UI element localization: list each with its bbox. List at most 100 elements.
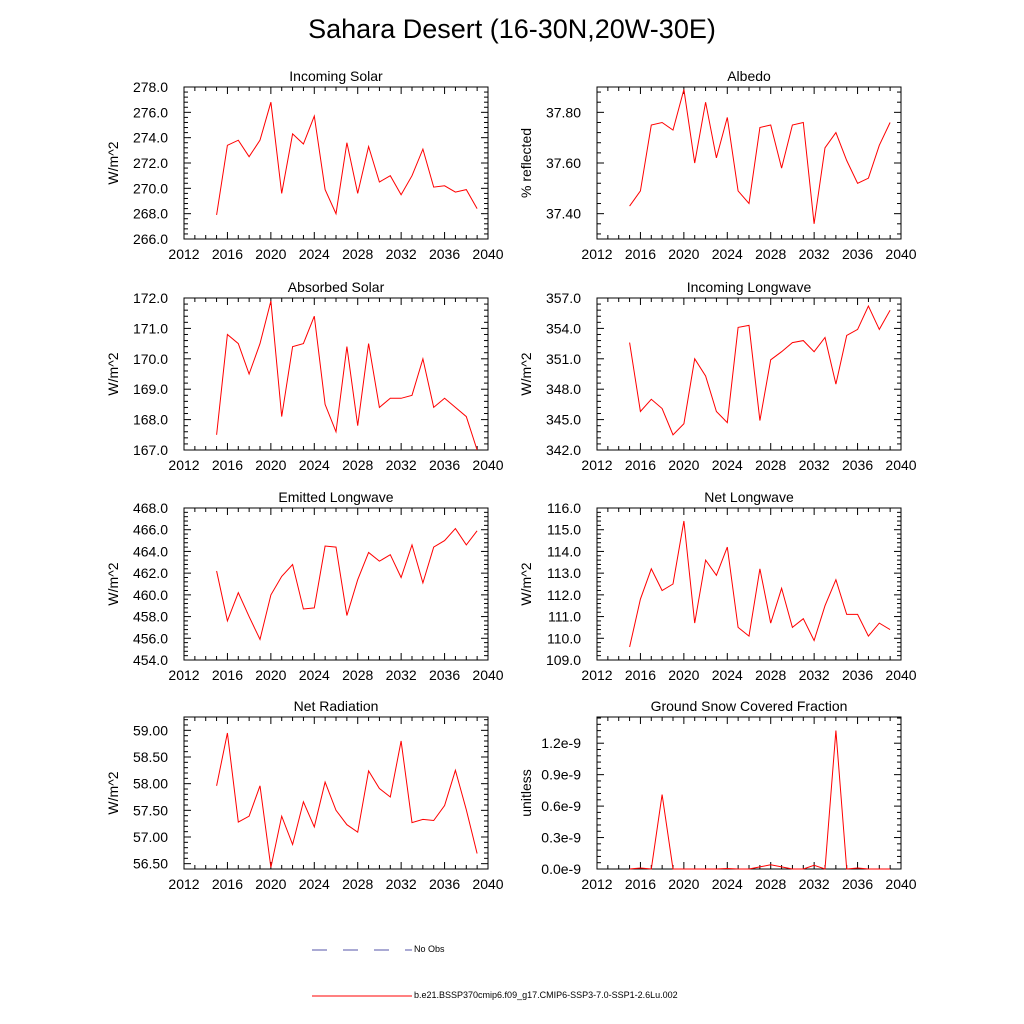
y-tick-label: 464.0 [133, 543, 168, 559]
y-tick-label: 466.0 [133, 522, 168, 538]
x-tick-label: 2024 [712, 457, 743, 473]
y-tick-label: 272.0 [133, 155, 168, 171]
y-tick-label: 345.0 [546, 412, 581, 428]
y-tick-label: 168.0 [133, 412, 168, 428]
x-tick-label: 2012 [168, 876, 199, 892]
y-axis-label: W/m^2 [105, 141, 121, 184]
panel-title: Albedo [727, 68, 771, 84]
y-tick-label: 112.0 [547, 587, 581, 603]
plot-frame [183, 86, 489, 240]
x-tick-label: 2040 [472, 246, 503, 262]
y-tick-label: 276.0 [133, 104, 168, 120]
plot-frame [596, 86, 902, 240]
x-tick-label: 2020 [255, 246, 286, 262]
panel-4: Incoming Longwave W/m^2 2012 2016 2020 2024 20… [518, 279, 917, 473]
y-tick-label: 342.0 [546, 442, 581, 458]
y-tick-label: 115.0 [547, 522, 581, 538]
y-axis-label: W/m^2 [105, 771, 121, 814]
series-line [216, 732, 478, 868]
y-tick-label: 116.0 [547, 500, 581, 516]
y-axis-label: unitless [518, 769, 534, 816]
y-tick-label: 266.0 [133, 231, 168, 247]
y-tick-label: 37.40 [546, 206, 581, 222]
y-tick-label: 456.0 [133, 630, 168, 646]
x-tick-label: 2012 [168, 667, 199, 683]
y-tick-label: 110.0 [547, 630, 581, 646]
x-tick-label: 2016 [625, 667, 656, 683]
series-line [216, 102, 478, 216]
panel-2: Albedo % reflected 2012 2016 2020 2024 2028 203… [518, 68, 917, 262]
x-tick-label: 2016 [212, 667, 243, 683]
panel-title: Ground Snow Covered Fraction [651, 698, 848, 714]
x-tick-label: 2028 [755, 457, 786, 473]
x-tick-label: 2016 [625, 246, 656, 262]
panel-title: Incoming Solar [289, 68, 383, 84]
y-tick-label: 460.0 [133, 587, 168, 603]
y-axis-label: W/m^2 [105, 562, 121, 605]
y-tick-label: 274.0 [133, 130, 168, 146]
x-tick-label: 2024 [712, 246, 743, 262]
y-tick-label: 56.50 [133, 856, 168, 872]
plot-frame [596, 297, 902, 451]
x-tick-label: 2040 [472, 457, 503, 473]
y-tick-label: 0.9e-9 [541, 767, 581, 783]
x-tick-label: 2036 [429, 667, 460, 683]
y-axis-label: % reflected [518, 128, 534, 198]
y-tick-label: 454.0 [133, 652, 168, 668]
y-tick-label: 468.0 [133, 500, 168, 516]
y-axis-label: W/m^2 [105, 352, 121, 395]
legend-model-label: b.e21.BSSP370cmip6.f09_g17.CMIP6-SSP3-7.… [414, 990, 678, 1000]
y-tick-label: 0.6e-9 [541, 798, 581, 814]
y-tick-label: 57.50 [133, 802, 168, 818]
series-line [216, 300, 478, 451]
x-tick-label: 2024 [299, 667, 330, 683]
x-tick-label: 2020 [668, 246, 699, 262]
y-tick-label: 351.0 [546, 351, 581, 367]
y-tick-label: 270.0 [133, 180, 168, 196]
y-tick-label: 58.00 [133, 776, 168, 792]
y-tick-label: 458.0 [133, 609, 168, 625]
y-tick-label: 59.00 [133, 722, 168, 738]
x-tick-label: 2024 [299, 246, 330, 262]
panel-5: Emitted Longwave W/m^2 2012 2016 2020 2024 202… [105, 489, 504, 683]
x-tick-label: 2016 [212, 246, 243, 262]
x-tick-label: 2036 [429, 457, 460, 473]
x-tick-label: 2024 [299, 876, 330, 892]
y-tick-label: 113.0 [547, 565, 581, 581]
x-tick-label: 2012 [581, 246, 612, 262]
x-tick-label: 2028 [342, 457, 373, 473]
x-tick-label: 2036 [842, 667, 873, 683]
x-tick-label: 2028 [342, 876, 373, 892]
plot-frame [183, 716, 489, 870]
panel-3: Absorbed Solar W/m^2 2012 2016 2020 2024 2028 2… [105, 279, 504, 473]
x-tick-label: 2036 [842, 457, 873, 473]
x-tick-label: 2032 [386, 667, 417, 683]
x-tick-label: 2028 [755, 667, 786, 683]
x-tick-label: 2016 [212, 457, 243, 473]
x-tick-label: 2020 [255, 457, 286, 473]
y-tick-label: 1.2e-9 [541, 735, 581, 751]
plot-frame [596, 716, 902, 870]
x-tick-label: 2032 [386, 246, 417, 262]
y-tick-label: 0.3e-9 [541, 830, 581, 846]
x-tick-label: 2036 [842, 246, 873, 262]
y-tick-label: 58.50 [133, 749, 168, 765]
panel-title: Net Radiation [294, 698, 379, 714]
x-tick-label: 2012 [581, 667, 612, 683]
x-tick-label: 2032 [386, 876, 417, 892]
panel-title: Incoming Longwave [687, 279, 812, 295]
y-tick-label: 111.0 [548, 609, 581, 625]
y-tick-label: 57.00 [133, 829, 168, 845]
x-tick-label: 2040 [885, 246, 916, 262]
x-tick-label: 2016 [212, 876, 243, 892]
x-tick-label: 2024 [712, 876, 743, 892]
x-tick-label: 2020 [255, 876, 286, 892]
x-tick-label: 2020 [668, 667, 699, 683]
legend-no-obs-label: No Obs [414, 944, 445, 954]
x-tick-label: 2036 [429, 876, 460, 892]
panel-title: Absorbed Solar [288, 279, 385, 295]
series-line [629, 520, 891, 648]
main-title: Sahara Desert (16-30N,20W-30E) [308, 14, 716, 44]
